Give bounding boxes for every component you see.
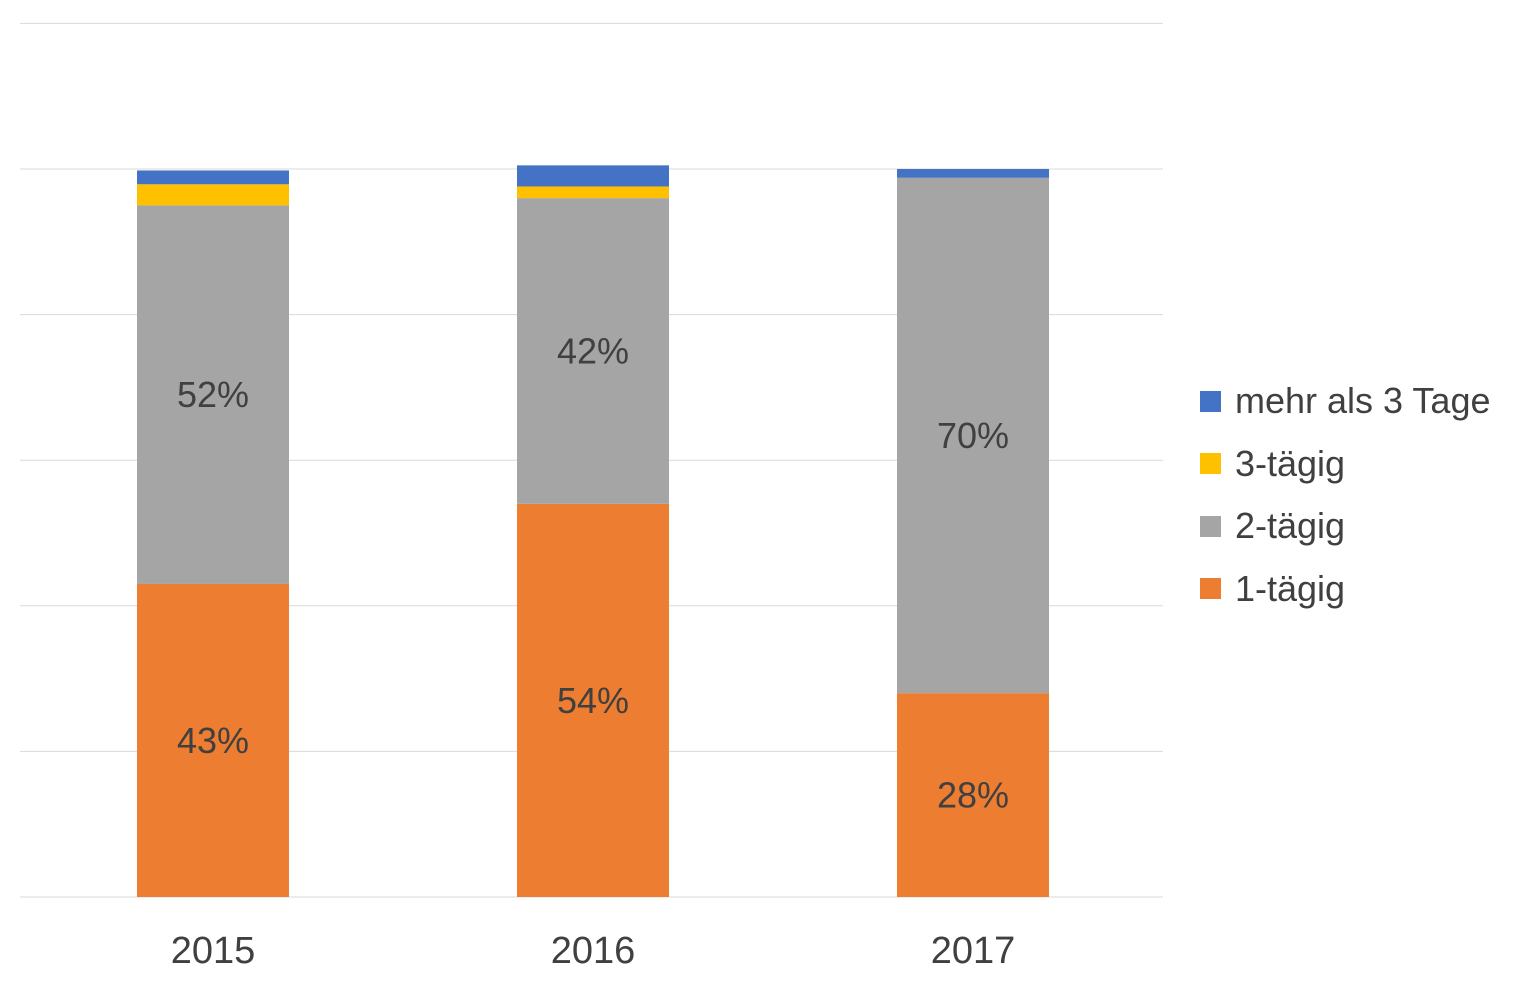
data-label-1-taegig-2016: 54% <box>557 680 629 721</box>
bar-segments <box>137 165 1049 897</box>
bar-2-taegig-2016 <box>517 198 669 504</box>
legend-swatch-2-taegig <box>1200 515 1221 537</box>
bar-3-taegig-2015 <box>137 184 289 206</box>
legend-item-3-taegig: 3-tägig <box>1200 433 1490 496</box>
bar-3-taegig-2016 <box>517 186 669 199</box>
bar-mehr-als-3-tage-2016 <box>517 165 669 187</box>
bar-1-taegig-2017 <box>897 693 1049 897</box>
bar-2-taegig-2015 <box>137 205 289 584</box>
data-labels: 43% 52% 54% 42% 28% 70% <box>177 331 1009 816</box>
bar-2-taegig-2017 <box>897 177 1049 694</box>
legend-item-1-taegig: 1-tägig <box>1200 558 1490 621</box>
legend-item-mehr-als-3-tage: mehr als 3 Tage <box>1200 370 1490 433</box>
data-label-2-taegig-2016: 42% <box>557 331 629 372</box>
bar-1-taegig-2015 <box>137 583 289 897</box>
data-label-2-taegig-2017: 70% <box>937 415 1009 456</box>
legend-swatch-1-taegig <box>1200 578 1221 600</box>
x-tick-label-2015: 2015 <box>171 930 256 972</box>
data-label-1-taegig-2015: 43% <box>177 720 249 761</box>
legend-label-1-taegig: 1-tägig <box>1235 567 1346 609</box>
legend-swatch-mehr-als-3-tage <box>1200 390 1221 412</box>
x-tick-label-2016: 2016 <box>551 930 636 972</box>
legend-label-mehr-als-3-tage: mehr als 3 Tage <box>1235 380 1491 422</box>
legend-label-2-taegig: 2-tägig <box>1235 505 1346 547</box>
x-axis-tick-labels: 2015 2016 2017 <box>171 930 1016 972</box>
data-label-2-taegig-2015: 52% <box>177 374 249 415</box>
data-label-1-taegig-2017: 28% <box>937 775 1009 816</box>
bar-mehr-als-3-tage-2015 <box>137 170 289 185</box>
legend-swatch-3-taegig <box>1200 453 1221 475</box>
x-tick-label-2017: 2017 <box>931 930 1016 972</box>
bar-1-taegig-2016 <box>517 503 669 897</box>
legend-item-2-taegig: 2-tägig <box>1200 495 1490 558</box>
legend-label-3-taegig: 3-tägig <box>1235 442 1346 484</box>
bar-mehr-als-3-tage-2017 <box>897 169 1049 178</box>
legend: mehr als 3 Tage 3-tägig 2-tägig 1-tägig <box>1200 370 1490 620</box>
